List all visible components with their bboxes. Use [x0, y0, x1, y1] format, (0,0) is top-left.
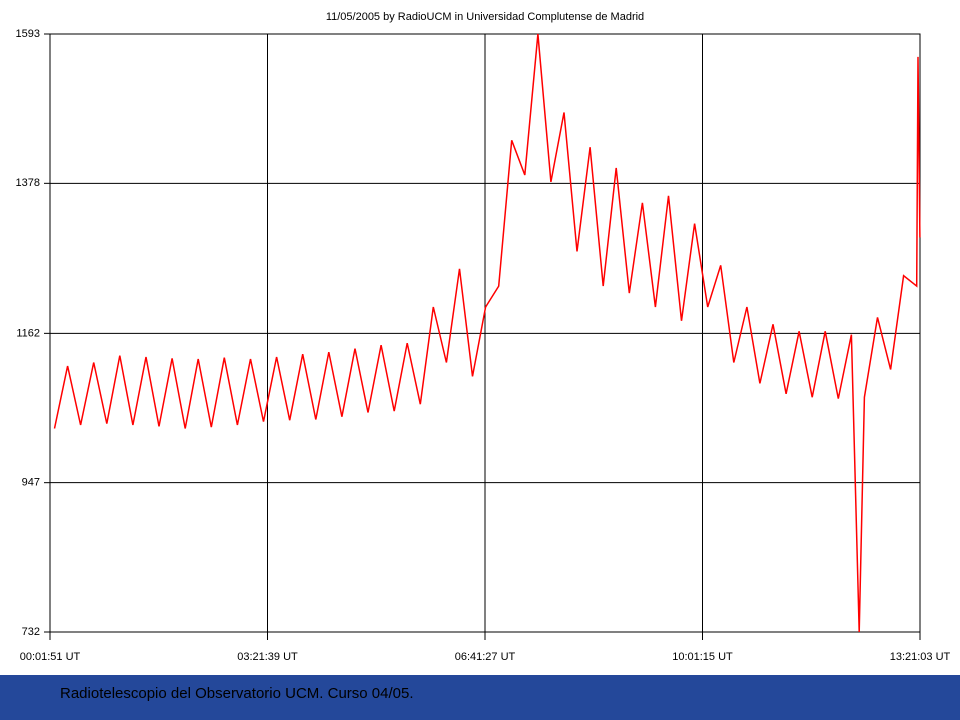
- x-tick-label: 06:41:27 UT: [455, 651, 516, 663]
- signal-line: [53, 33, 921, 633]
- chart: 11/05/2005 by RadioUCM in Universidad Co…: [16, 11, 951, 663]
- x-tick-label: 10:01:15 UT: [672, 651, 733, 663]
- y-tick-label: 732: [22, 626, 40, 638]
- y-tick-label: 1593: [16, 28, 40, 40]
- x-tick-label: 03:21:39 UT: [237, 651, 298, 663]
- y-tick-label: 1162: [16, 327, 40, 339]
- y-tick-label: 947: [22, 477, 40, 489]
- y-tick-label: 1378: [16, 177, 40, 189]
- x-tick-label: 13:21:03 UT: [890, 651, 951, 663]
- footer-bar: Radiotelescopio del Observatorio UCM. Cu…: [0, 675, 960, 720]
- chart-title: 11/05/2005 by RadioUCM in Universidad Co…: [326, 11, 644, 23]
- plot-frame: [49, 33, 921, 633]
- footer-text: Radiotelescopio del Observatorio UCM. Cu…: [60, 685, 414, 702]
- x-tick-label: 00:01:51 UT: [20, 651, 81, 663]
